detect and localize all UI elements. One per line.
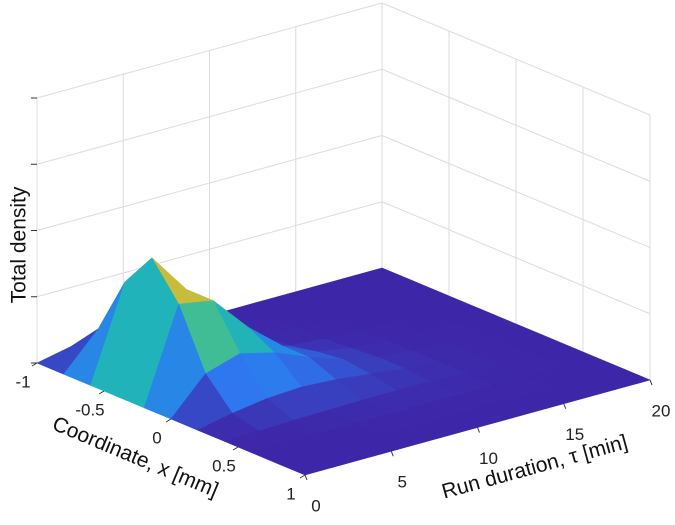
y-axis-label: Run duration, τ [min]: [439, 431, 630, 504]
y-tick-label: 0: [311, 496, 320, 515]
x-tick: [299, 474, 306, 479]
x-tick-label: 1: [286, 484, 295, 503]
z-axis-label: Total density: [8, 186, 31, 303]
x-tick-label: 0: [152, 428, 161, 447]
y-tick: [304, 474, 308, 481]
y-tick-label: 5: [398, 473, 407, 492]
x-tick: [31, 362, 38, 367]
surface-cell: [277, 453, 340, 476]
x-tick: [232, 446, 239, 451]
y-tick: [477, 427, 480, 433]
y-tick-label: 15: [565, 425, 584, 444]
x-tick-label: -0.5: [75, 400, 104, 419]
x-tick: [165, 418, 172, 423]
x-tick: [98, 390, 105, 395]
x-tick-label: 0.5: [212, 456, 236, 475]
x-tick-label: -1: [15, 372, 30, 391]
y-tick-label: 10: [479, 449, 498, 468]
y-tick: [563, 403, 567, 409]
y-tick-label: 20: [652, 401, 671, 420]
y-tick: [649, 379, 653, 386]
y-tick: [390, 451, 394, 457]
